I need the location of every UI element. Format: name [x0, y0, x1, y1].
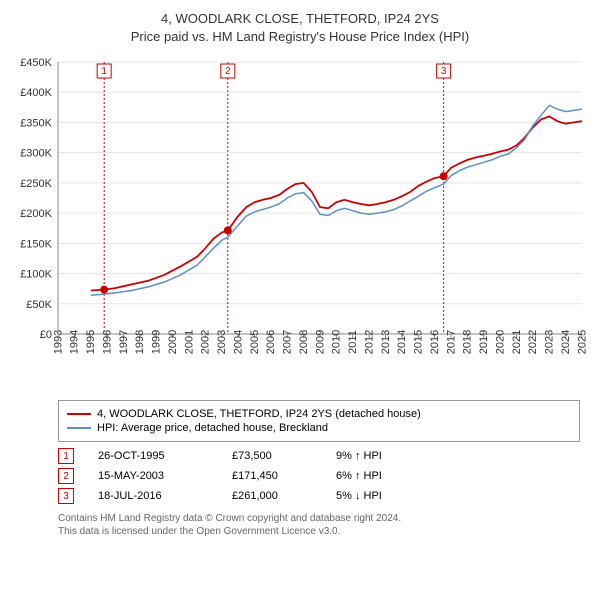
- event-row-number: 3: [58, 488, 74, 504]
- y-tick-label: £250K: [20, 178, 52, 190]
- legend-label: 4, WOODLARK CLOSE, THETFORD, IP24 2YS (d…: [97, 408, 421, 420]
- event-marker: [224, 227, 232, 235]
- event-row-date: 26-OCT-1995: [98, 450, 208, 462]
- event-row-number: 2: [58, 468, 74, 484]
- line-chart: £0 £50K £100K £150K £200K £250K £300K £350K £400…: [10, 54, 590, 394]
- event-number: 1: [101, 66, 107, 77]
- y-tick-label: £300K: [20, 148, 52, 160]
- y-tick-label: £150K: [20, 239, 52, 251]
- event-row-price: £171,450: [232, 470, 312, 482]
- x-tick-label: 2008: [298, 330, 310, 354]
- y-tick-label: £400K: [20, 88, 52, 100]
- x-tick-label: 1996: [101, 330, 113, 354]
- x-tick-label: 2007: [282, 330, 294, 354]
- x-tick-label: 2004: [232, 330, 244, 354]
- x-tick-label: 2003: [216, 330, 228, 354]
- x-tick-label: 2013: [380, 330, 392, 354]
- event-row: 1 26-OCT-1995 £73,500 9% ↑ HPI: [58, 448, 580, 464]
- events-table: 1 26-OCT-1995 £73,500 9% ↑ HPI 2 15-MAY-2003 £…: [58, 448, 580, 504]
- x-tick-label: 2023: [544, 330, 556, 354]
- event-row: 3 18-JUL-2016 £261,000 5% ↓ HPI: [58, 488, 580, 504]
- x-tick-label: 2018: [462, 330, 474, 354]
- x-tick-label: 2017: [445, 330, 457, 354]
- x-tick-label: 2006: [265, 330, 277, 354]
- x-tick-label: 2020: [494, 330, 506, 354]
- y-tick-label: £200K: [20, 208, 52, 220]
- footer-line-2: This data is licensed under the Open Gov…: [58, 525, 580, 538]
- x-tick-label: 1994: [69, 330, 81, 354]
- series-hpi: [91, 106, 582, 296]
- title-line-1: 4, WOODLARK CLOSE, THETFORD, IP24 2YS: [10, 10, 590, 28]
- x-tick-label: 2001: [183, 330, 195, 354]
- footer-attribution: Contains HM Land Registry data © Crown c…: [58, 512, 580, 538]
- x-tick-label: 2016: [429, 330, 441, 354]
- x-tick-label: 2010: [331, 330, 343, 354]
- footer-line-1: Contains HM Land Registry data © Crown c…: [58, 512, 580, 525]
- y-tick-label: £0: [40, 329, 52, 341]
- y-tick-label: £50K: [26, 299, 52, 311]
- event-row-pct: 6% ↑ HPI: [336, 470, 416, 482]
- legend-swatch: [67, 413, 91, 415]
- x-tick-label: 2022: [527, 330, 539, 354]
- x-tick-label: 2011: [347, 331, 359, 355]
- x-tick-label: 2019: [478, 330, 490, 354]
- title-line-2: Price paid vs. HM Land Registry's House …: [10, 28, 590, 46]
- event-marker: [440, 173, 448, 181]
- event-row-price: £73,500: [232, 450, 312, 462]
- legend-row: HPI: Average price, detached house, Brec…: [67, 422, 571, 434]
- event-row-pct: 9% ↑ HPI: [336, 450, 416, 462]
- event-row-pct: 5% ↓ HPI: [336, 490, 416, 502]
- chart-container: £0 £50K £100K £150K £200K £250K £300K £350K £400…: [10, 54, 590, 394]
- x-tick-label: 2025: [576, 330, 588, 354]
- legend-swatch: [67, 427, 91, 429]
- legend-row: 4, WOODLARK CLOSE, THETFORD, IP24 2YS (d…: [67, 408, 571, 420]
- y-tick-label: £450K: [20, 57, 52, 69]
- x-tick-label: 2000: [167, 330, 179, 354]
- x-tick-label: 2005: [249, 330, 261, 354]
- chart-title-block: 4, WOODLARK CLOSE, THETFORD, IP24 2YS Pr…: [10, 10, 590, 46]
- event-row-date: 18-JUL-2016: [98, 490, 208, 502]
- x-tick-label: 1997: [118, 330, 130, 354]
- legend: 4, WOODLARK CLOSE, THETFORD, IP24 2YS (d…: [58, 400, 580, 442]
- event-number: 3: [441, 66, 447, 77]
- x-tick-label: 2014: [396, 330, 408, 354]
- y-tick-label: £350K: [20, 118, 52, 130]
- event-row-price: £261,000: [232, 490, 312, 502]
- legend-label: HPI: Average price, detached house, Brec…: [97, 422, 328, 434]
- event-row-number: 1: [58, 448, 74, 464]
- y-tick-label: £100K: [20, 269, 52, 281]
- x-tick-label: 2021: [511, 330, 523, 354]
- series-subject: [91, 117, 582, 291]
- x-tick-label: 1999: [151, 330, 163, 354]
- event-row-date: 15-MAY-2003: [98, 470, 208, 482]
- x-tick-label: 2024: [560, 330, 572, 354]
- x-tick-label: 2012: [363, 330, 375, 354]
- x-tick-label: 2002: [200, 330, 212, 354]
- x-tick-label: 2015: [413, 330, 425, 354]
- x-tick-label: 2009: [314, 330, 326, 354]
- event-row: 2 15-MAY-2003 £171,450 6% ↑ HPI: [58, 468, 580, 484]
- event-number: 2: [225, 66, 231, 77]
- x-tick-label: 1998: [134, 330, 146, 354]
- x-tick-label: 1995: [85, 330, 97, 354]
- event-marker: [100, 286, 108, 294]
